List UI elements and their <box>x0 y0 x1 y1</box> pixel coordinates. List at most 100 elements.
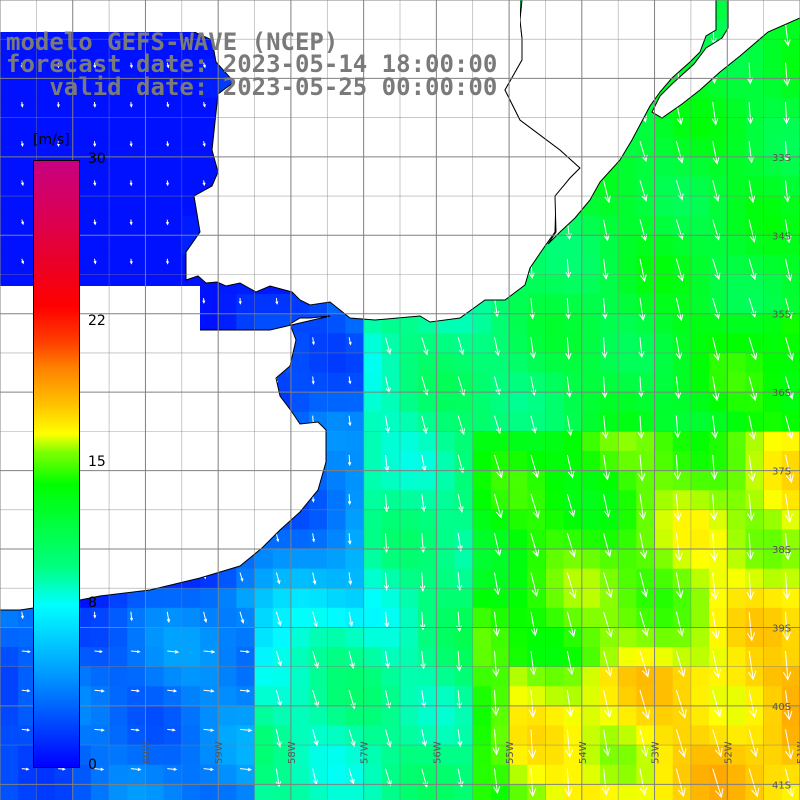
wind-cell <box>418 745 437 766</box>
wind-cell <box>272 647 292 668</box>
wind-cell <box>436 647 456 668</box>
wind-arrow <box>603 650 613 677</box>
wind-cell <box>690 137 710 158</box>
wind-cell <box>672 666 692 687</box>
wind-arrow <box>129 258 133 265</box>
wind-cell <box>327 607 347 629</box>
wind-cell <box>618 490 637 511</box>
wind-cell <box>109 784 128 800</box>
wind-cell <box>327 490 347 511</box>
wind-cell <box>400 745 419 766</box>
wind-cell <box>636 764 656 785</box>
wind-arrow <box>529 650 537 676</box>
wind-cell <box>745 568 765 589</box>
wind-cell <box>363 490 383 511</box>
wind-cell <box>0 58 19 80</box>
wind-cell <box>763 196 783 217</box>
wind-arrow <box>748 415 757 441</box>
wind-cell <box>509 431 528 452</box>
wind-cell <box>18 686 37 707</box>
wind-cell <box>690 529 710 550</box>
wind-cell <box>236 294 256 315</box>
wind-cell <box>709 745 728 766</box>
wind-cell <box>345 607 365 629</box>
wind-arrow <box>312 690 320 708</box>
wind-cell <box>54 137 74 158</box>
wind-cell <box>490 470 510 491</box>
wind-cell <box>454 392 474 413</box>
wind-cell <box>763 490 783 511</box>
wind-cell <box>90 196 110 217</box>
wind-cell <box>272 294 292 315</box>
wind-arrow <box>239 572 244 582</box>
wind-arrow <box>785 376 794 400</box>
wind-arrow <box>165 180 170 187</box>
wind-cell <box>600 588 619 609</box>
wind-cell <box>327 725 347 746</box>
wind-cell <box>472 470 492 491</box>
wind-arrow <box>782 650 792 681</box>
wind-cell <box>545 784 565 800</box>
wind-cell <box>436 509 456 531</box>
wind-cell <box>563 294 583 315</box>
wind-cell <box>272 666 292 687</box>
wind-arrow <box>566 611 576 638</box>
wind-cell <box>290 588 310 609</box>
wind-cell <box>163 627 183 648</box>
wind-cell <box>363 647 383 668</box>
wind-cell <box>618 607 637 629</box>
wind-cell <box>400 352 419 374</box>
wind-cell <box>109 156 128 178</box>
wind-cell <box>18 725 37 746</box>
wind-cell <box>490 411 510 432</box>
wind-cell <box>563 490 583 511</box>
wind-cell <box>745 333 765 354</box>
wind-cell <box>763 509 783 531</box>
wind-cell <box>145 627 165 648</box>
wind-cell <box>418 450 437 472</box>
wind-cell <box>472 411 492 432</box>
wind-cell <box>127 745 147 766</box>
wind-arrow <box>673 454 682 481</box>
wind-arrow <box>94 689 105 693</box>
wind-cell <box>745 78 765 99</box>
wind-cell <box>654 470 674 491</box>
wind-arrow <box>56 62 60 69</box>
wind-cell <box>709 411 728 432</box>
wind-cell <box>763 39 783 60</box>
wind-cell <box>454 529 474 550</box>
wind-arrow <box>782 572 791 600</box>
wind-cell <box>345 568 365 589</box>
wind-cell <box>0 254 19 276</box>
wind-cell <box>181 176 201 197</box>
wind-cell <box>745 274 765 295</box>
wind-arrow <box>202 101 206 108</box>
wind-cell <box>327 450 347 472</box>
wind-arrow <box>784 23 791 47</box>
lat-label: 40S <box>772 702 791 713</box>
wind-cell <box>727 529 747 550</box>
wind-cell <box>381 411 401 432</box>
wind-cell <box>690 647 710 668</box>
wind-cell <box>727 176 747 197</box>
wind-cell <box>690 294 710 315</box>
wind-cell <box>127 686 147 707</box>
wind-cell <box>163 607 183 629</box>
wind-cell <box>618 156 637 178</box>
wind-cell <box>254 666 274 687</box>
wind-cell <box>781 333 800 354</box>
wind-cell <box>163 58 183 80</box>
wind-cell <box>600 745 619 766</box>
wind-cell <box>745 294 765 315</box>
wind-cell <box>672 352 692 374</box>
wind-arrow <box>674 494 682 522</box>
wind-cell <box>0 235 19 256</box>
wind-cell <box>690 411 710 432</box>
wind-cell <box>672 470 692 491</box>
wind-cell <box>581 705 601 727</box>
wind-cell <box>745 549 765 570</box>
wind-cell <box>527 627 547 648</box>
wind-cell <box>709 78 728 99</box>
wind-cell <box>636 352 656 374</box>
wind-cell <box>0 137 19 158</box>
